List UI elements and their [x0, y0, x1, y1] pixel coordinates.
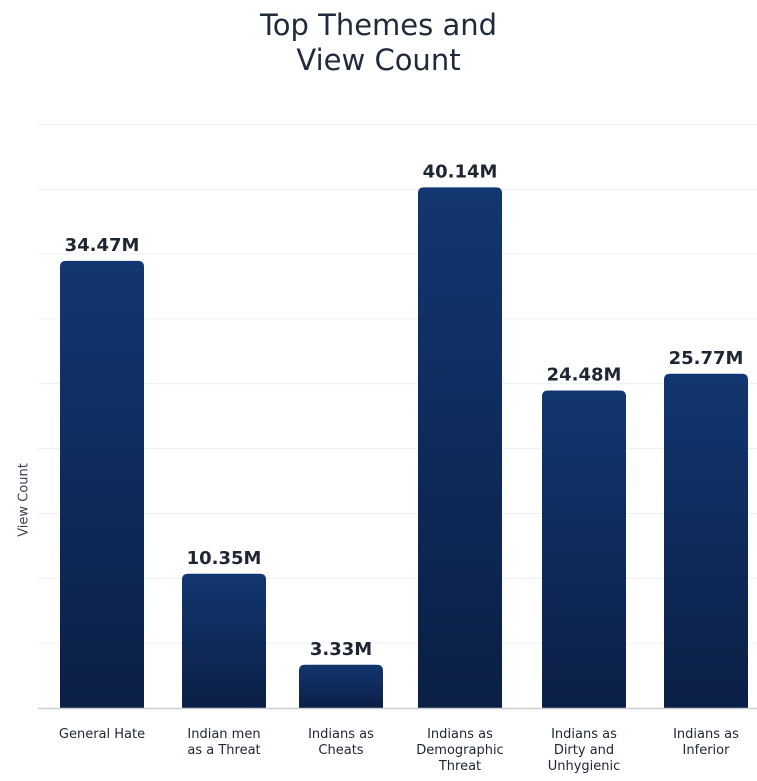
chart-title-line-2: View Count: [296, 43, 461, 77]
category-label: General Hate: [59, 727, 145, 742]
category-label: Indian men as a Threat: [187, 727, 260, 758]
value-label: 40.14M: [423, 161, 498, 182]
category-label-line: as a Threat: [187, 743, 260, 758]
category-label-line: Indians as: [673, 727, 739, 742]
bars: [60, 187, 748, 708]
bar: [60, 260, 144, 708]
category-label: Indians as Cheats: [308, 727, 374, 758]
category-label-line: Dirty and: [554, 743, 614, 758]
grid-lines: [38, 123, 757, 644]
value-label: 24.48M: [547, 364, 622, 385]
category-label-line: Indians as: [551, 727, 617, 742]
chart-title: Top Themes and View Count: [0, 8, 757, 78]
category-label-line: Indians as: [308, 727, 374, 742]
bar: [182, 573, 266, 708]
bar: [299, 664, 383, 708]
value-labels: 34.47M 10.35M 3.33M 40.14M 24.48M 25.77M: [65, 161, 744, 659]
value-label: 34.47M: [65, 235, 140, 256]
bar: [542, 390, 626, 708]
bar: [418, 187, 502, 708]
category-label-line: General Hate: [59, 727, 145, 742]
category-label-line: Threat: [438, 759, 481, 774]
category-label-line: Inferior: [683, 743, 731, 758]
category-label-line: Demographic: [416, 743, 503, 758]
category-label: Indians as Inferior: [673, 727, 739, 758]
value-label: 3.33M: [310, 639, 372, 660]
category-label: Indians as Demographic Threat: [416, 727, 503, 774]
chart-title-line-1: Top Themes and: [259, 8, 498, 42]
category-labels: General Hate Indian men as a Threat Indians…: [59, 727, 739, 774]
value-label: 25.77M: [669, 348, 744, 369]
bar: [664, 373, 748, 708]
category-label: Indians as Dirty and Unhygienic: [548, 727, 621, 774]
category-label-line: Indian men: [187, 727, 260, 742]
category-label-line: Cheats: [318, 743, 363, 758]
value-label: 10.35M: [187, 548, 262, 569]
category-label-line: Unhygienic: [548, 759, 621, 774]
category-label-line: Indians as: [427, 727, 493, 742]
